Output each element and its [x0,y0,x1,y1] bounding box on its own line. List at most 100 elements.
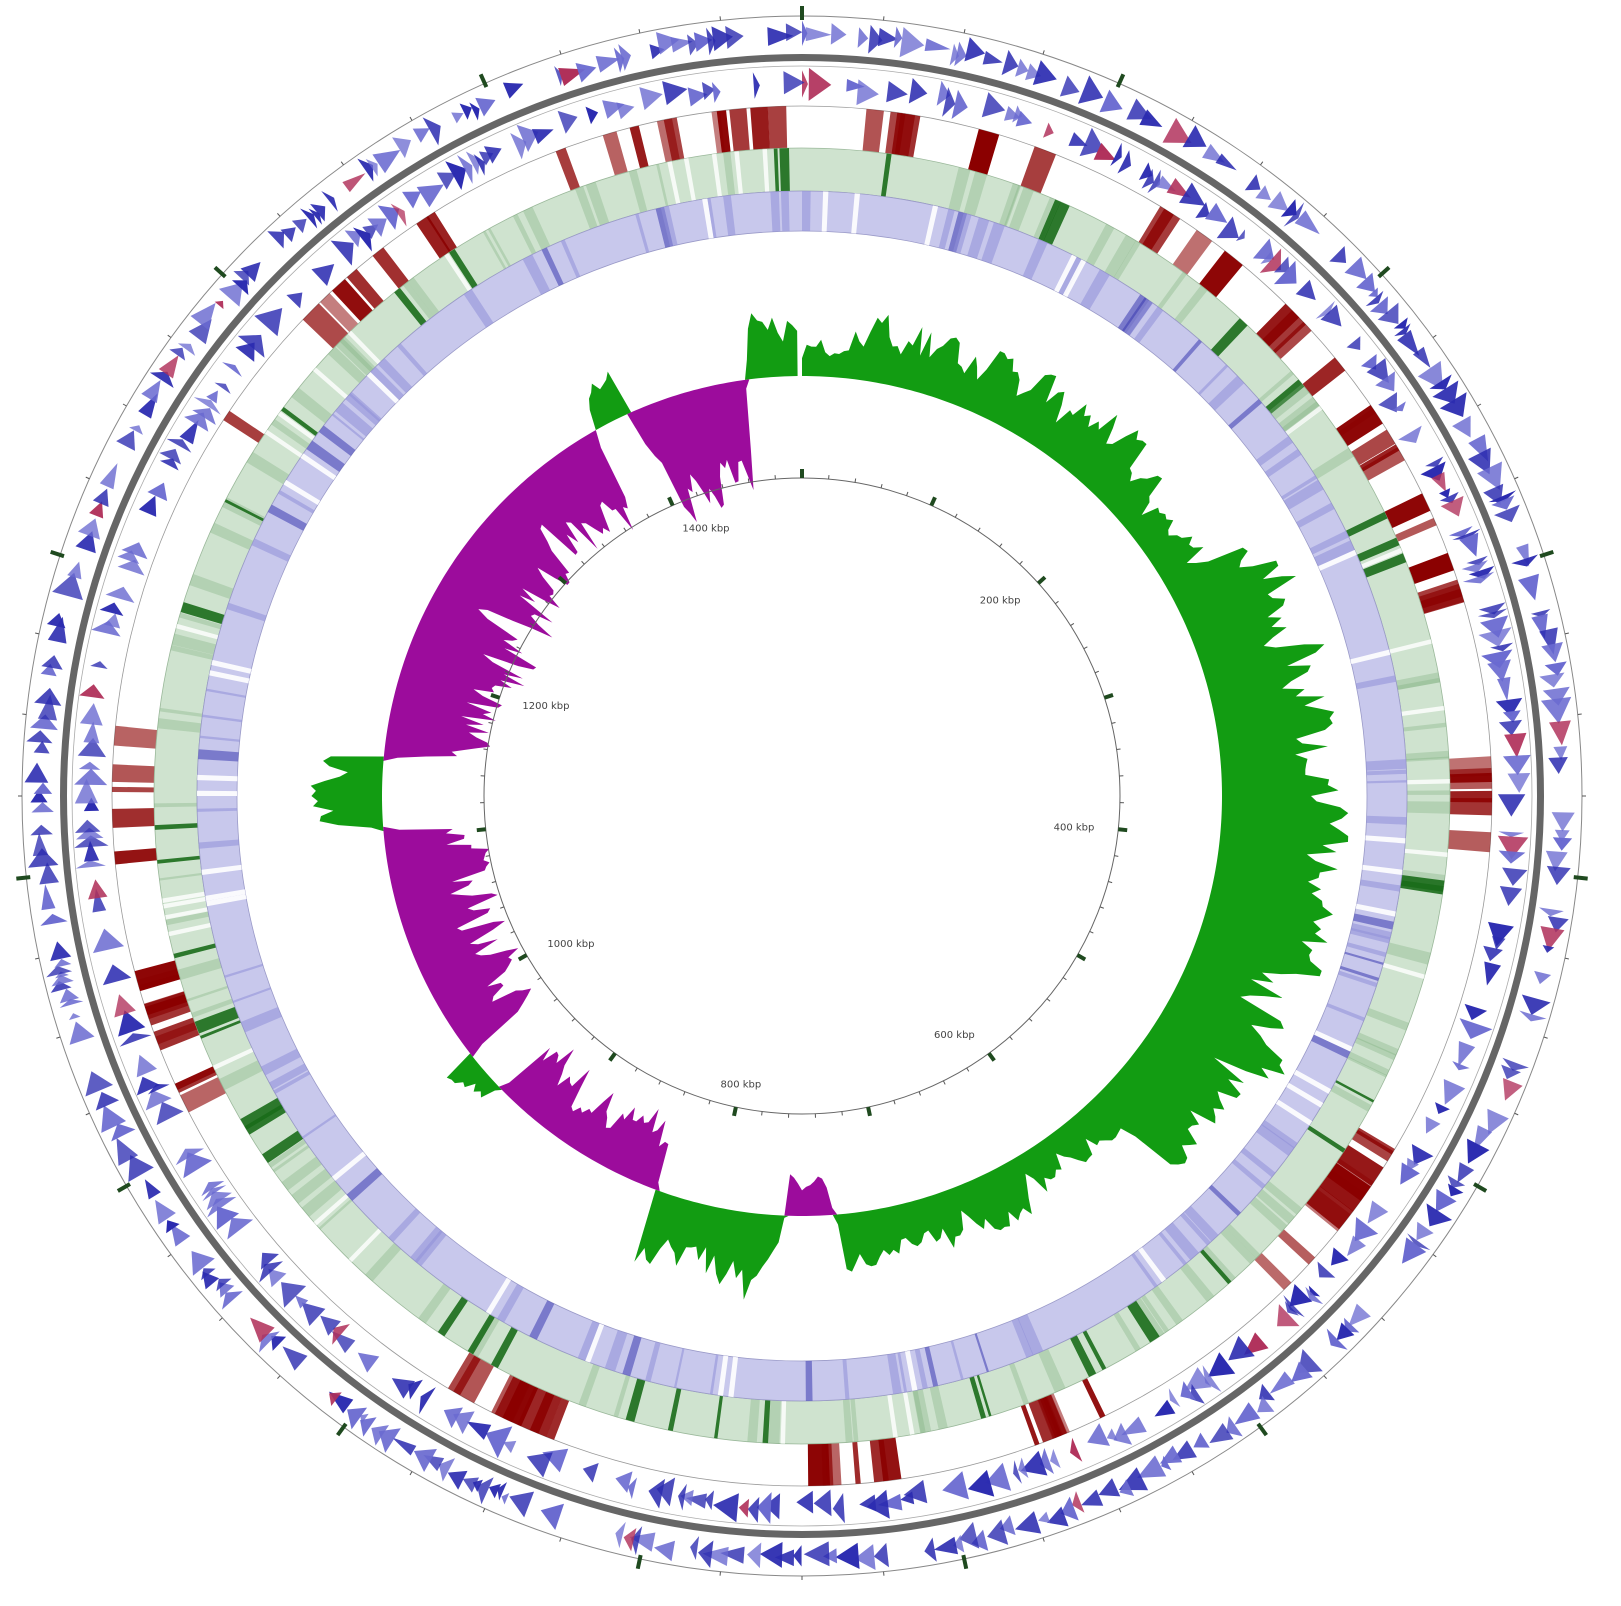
blue-feature [1264,448,1302,478]
green-feature [1249,1196,1288,1232]
blue-feature [331,413,365,441]
forward-cds [497,1482,508,1501]
forward-cds [1501,1064,1521,1080]
reverse-cds [936,80,951,106]
scale-minor-tick [721,483,724,489]
green-feature [1406,801,1450,814]
green-feature [768,1400,781,1444]
forward-cds [155,1199,176,1225]
forward-cds [747,1542,762,1569]
green-feature [912,1389,926,1434]
outer-minor-tick [1042,50,1045,55]
blue-gap [717,1355,729,1396]
reverse-cds [301,1302,326,1326]
forward-cds [149,371,174,389]
forward-cds [1269,1371,1295,1394]
red-feature [1358,447,1405,483]
blue-feature [1355,675,1397,690]
reverse-cds [206,390,218,404]
reverse-cds [485,1426,513,1459]
reverse-cds [216,1206,240,1230]
forward-cds [46,612,66,629]
forward-cds [1519,1010,1547,1022]
outer-minor-tick [559,50,562,55]
blue-feature [842,1359,850,1400]
green-feature [585,181,610,226]
forward-cds [1432,380,1459,404]
red-feature [1446,797,1492,816]
scale-minor-tick [1062,977,1067,981]
reverse-cds [1202,1365,1222,1392]
green-feature [186,985,229,1002]
reverse-cds [193,397,221,415]
forward-cds [1001,49,1019,76]
blue-track-band [196,190,1408,1402]
green-feature [407,277,440,317]
forward-cds [706,27,716,56]
green-feature [165,910,210,926]
reverse-cds [1113,1422,1133,1445]
green-feature [998,183,1021,227]
red-feature [112,764,158,783]
forward-cds [1542,944,1555,953]
red-feature [1302,1187,1351,1232]
reverse-cds [701,81,716,100]
blue-feature [950,1340,964,1380]
forward-cds [1159,1445,1183,1464]
forward-cds [690,1536,700,1561]
green-feature [1347,1051,1390,1076]
red-feature [144,990,194,1026]
reverse-cds [764,1493,781,1520]
forward-cds [1259,1383,1275,1401]
reverse-cds [1320,304,1342,327]
reverse-cds [83,721,100,744]
green-feature [1278,397,1320,432]
reverse-cds [1208,1352,1236,1377]
green-feature [969,1376,987,1419]
forward-cds [31,802,54,813]
scale-label-600: 600 kbp [934,1030,975,1041]
reverse-cds [510,133,527,160]
scale-minor-tick [1111,721,1116,724]
forward-cds [1503,1077,1523,1101]
green-feature [1199,1249,1232,1285]
red-feature [1170,230,1213,278]
blue-gap [366,371,400,404]
red-feature [711,110,726,157]
forward-cds [1540,696,1572,724]
blue-gap [1293,1069,1332,1094]
reverse-cds [79,684,105,699]
green-feature [179,612,222,630]
reverse-cds [1015,110,1033,127]
reverse-cds [1366,358,1389,384]
reverse-cds [1378,392,1398,413]
scale-minor-tick [1046,998,1051,1002]
forward-cds [50,941,72,962]
reverse-cds [74,768,108,786]
blue-gap [1286,1082,1324,1108]
forward-cds [693,32,713,52]
forward-cds [99,463,118,490]
green-feature [490,1326,518,1369]
reverse-cds [1147,169,1161,194]
scale-minor-tick [1094,670,1100,674]
forward-cds [509,1491,535,1518]
forward-cds [267,231,285,249]
reverse-cds [1502,754,1531,776]
blue-feature [1080,269,1110,310]
green-gap [444,253,472,292]
forward-cds [623,1528,637,1552]
reverse-cds [259,1261,284,1283]
forward-cds [687,34,699,56]
green-feature [1003,185,1021,227]
forward-cds [554,65,563,87]
forward-cds [1368,287,1378,298]
reverse-cds [1458,1041,1476,1067]
outer-major-tick [16,875,31,881]
reverse-cds [802,70,808,98]
reverse-cds [1507,772,1531,793]
green-gap [1404,848,1448,857]
reverse-cds [466,1421,492,1440]
scale-minor-tick [1019,560,1023,565]
green-feature [1157,271,1187,310]
